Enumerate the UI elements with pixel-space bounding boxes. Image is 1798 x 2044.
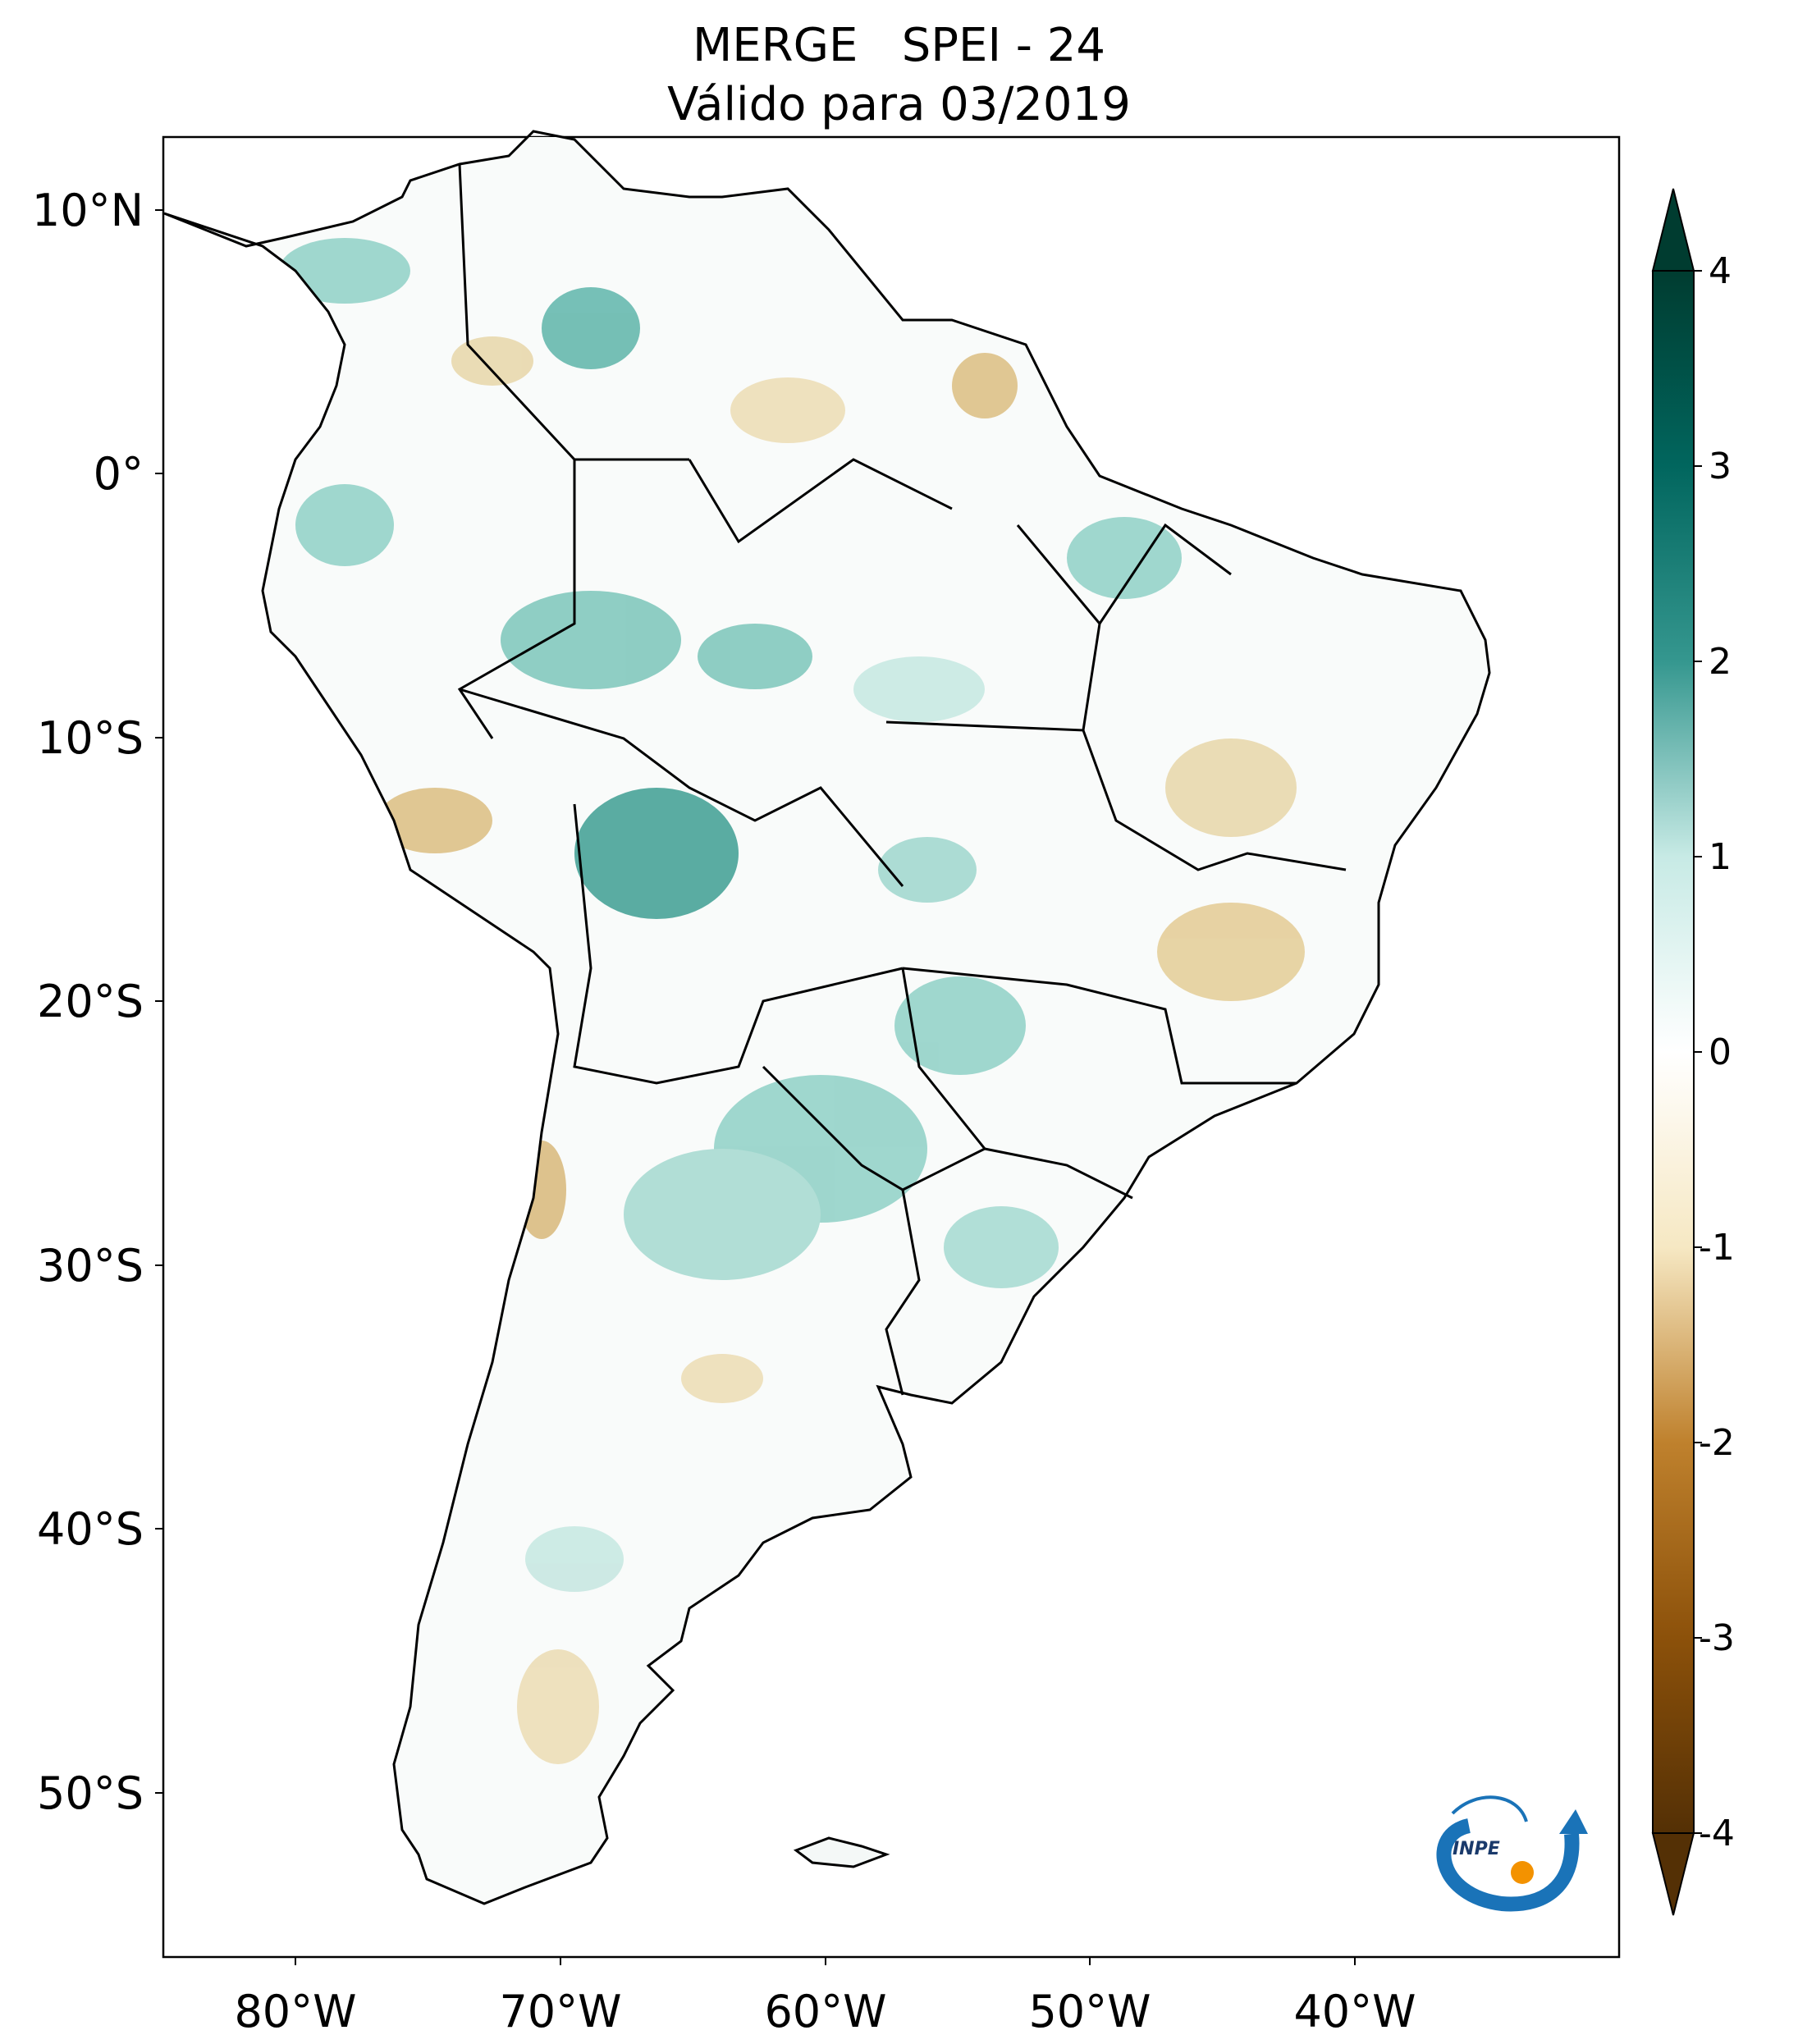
border-venezuela-brazil	[688, 458, 953, 544]
spei-patch	[574, 788, 739, 919]
colorbar: 4 3 2 1 0 -1 -2 -3 -4	[1651, 188, 1735, 1916]
logo-text: INPE	[1453, 1839, 1500, 1859]
spei-patch	[1067, 517, 1182, 599]
title-line-1: MERGE SPEI - 24	[692, 19, 1106, 72]
y-tick-label: 20°S	[37, 976, 144, 1027]
spei-patch	[698, 624, 812, 689]
spei-patch	[878, 837, 977, 903]
spei-patch	[295, 484, 394, 566]
spei-patch	[517, 1649, 599, 1764]
falkland-islands	[793, 1836, 890, 1868]
x-tick-label: 40°W	[1293, 1986, 1416, 2037]
spei-patch	[279, 238, 410, 304]
colorbar-tick-label: 3	[1709, 446, 1732, 487]
y-axis: 10°N 0° 10°S 20°S 30°S 40°S 50°S	[32, 185, 163, 1819]
border-colombia-peru	[457, 460, 576, 739]
border-brazil-states-3	[1082, 729, 1347, 871]
border-brazil-states-2	[1098, 523, 1232, 624]
spei-patch	[944, 1206, 1059, 1288]
x-tick-label: 70°W	[499, 1986, 621, 2037]
border-peru-brazil	[459, 688, 904, 887]
x-tick-label: 50°W	[1028, 1986, 1151, 2037]
x-tick-label: 60°W	[764, 1986, 886, 2037]
title-line-2: Válido para 03/2019	[667, 78, 1131, 131]
colorbar-tick-label: -4	[1699, 1813, 1735, 1854]
colorbar-tick-label: -2	[1699, 1422, 1735, 1464]
spei-patch	[542, 287, 640, 369]
y-tick-label: 10°N	[32, 185, 144, 236]
spei-patch	[853, 656, 985, 722]
y-tick-label: 30°S	[37, 1240, 144, 1292]
x-tick-label: 80°W	[234, 1986, 356, 2037]
colorbar-tick-label: -1	[1699, 1227, 1735, 1269]
y-tick-label: 0°	[94, 448, 144, 500]
border-brazil-states-4	[902, 967, 1297, 1085]
spei-patch	[1157, 903, 1305, 1001]
border-brazil-states-1	[885, 524, 1101, 732]
border-bolivia	[573, 803, 904, 1085]
spei-patch	[1165, 738, 1297, 837]
spei-patch	[451, 336, 533, 386]
logo-arrow	[1559, 1809, 1588, 1834]
spei-patch	[501, 591, 681, 689]
border-brazil-states-5	[984, 1147, 1133, 1200]
border-colombia-venezuela	[458, 163, 689, 461]
spei-patch	[730, 377, 845, 443]
y-tick-label: 10°S	[37, 712, 144, 764]
inpe-logo: INPE	[1436, 1795, 1588, 1912]
spei-patch	[525, 1526, 624, 1592]
borders	[457, 163, 1347, 1396]
colorbar-extend-min	[1651, 1832, 1695, 1916]
colorbar-body	[1652, 270, 1695, 1834]
spei-patch	[377, 788, 492, 853]
spei-patch	[894, 976, 1026, 1075]
spei-patch	[952, 353, 1018, 418]
map-title: MERGE SPEI - 24 Válido para 03/2019	[0, 16, 1798, 135]
logo-swoosh	[1436, 1818, 1580, 1912]
colorbar-tick-label: 4	[1709, 250, 1732, 292]
colorbar-tick-label: -3	[1699, 1617, 1735, 1659]
logo-dot	[1511, 1861, 1534, 1884]
colorbar-tick-label: 1	[1709, 836, 1732, 878]
spei-patch	[624, 1149, 821, 1280]
spei-patch	[681, 1354, 763, 1403]
colorbar-tick-label: 2	[1709, 641, 1732, 683]
border-argentina-uruguay	[885, 1189, 921, 1396]
colorbar-extend-max	[1651, 188, 1695, 272]
colorbar-tick-label: 0	[1709, 1031, 1732, 1073]
y-tick-label: 40°S	[37, 1503, 144, 1555]
logo-orbit	[1451, 1795, 1528, 1822]
border-paraguay	[762, 967, 987, 1191]
y-tick-label: 50°S	[37, 1767, 144, 1819]
x-axis: 80°W 70°W 60°W 50°W 40°W	[234, 1957, 1416, 2037]
